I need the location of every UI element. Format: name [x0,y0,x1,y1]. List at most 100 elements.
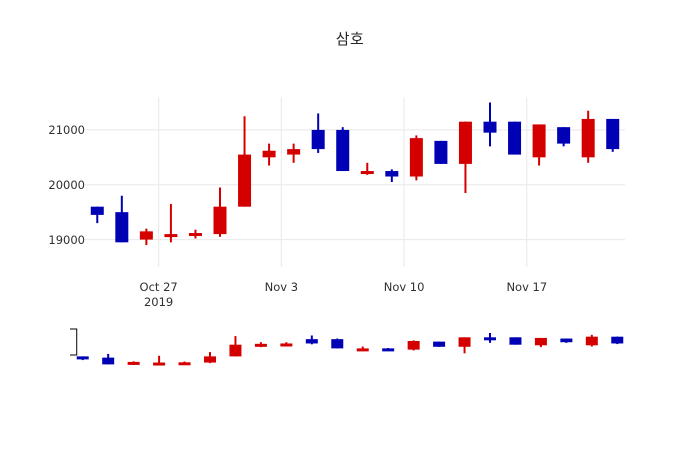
mini-candlestick [153,355,166,366]
candle-body [139,231,153,240]
y-axis-tick-label: 19000 [48,232,85,247]
mini-candle-body [178,362,191,366]
mini-candle-body [534,337,547,346]
candle-body [90,206,104,215]
candle-body [164,234,178,238]
mini-candlestick [407,340,420,351]
main-plot-svg [85,97,625,267]
candlestick[interactable] [115,195,129,243]
mini-candlestick [433,341,446,347]
mini-candlestick [127,361,140,365]
candlestick[interactable] [385,169,399,182]
mini-candlestick [229,336,242,357]
mini-candlestick [76,356,89,361]
mini-candle-body [305,339,318,344]
candlestick[interactable] [90,206,104,224]
candlestick[interactable] [287,143,301,163]
x-axis-tick-label: Nov 10 [384,280,425,295]
candle-body [262,150,276,158]
mini-candle-body [229,344,242,357]
mini-candlestick [534,337,547,348]
candle-body [238,154,252,207]
mini-candle-body [458,337,471,347]
mini-candle-body [153,362,166,366]
mini-candlestick [560,338,573,343]
x-axis-tick-line: Oct 27 [139,280,178,294]
mini-candle-body [484,337,496,341]
candlestick[interactable] [336,127,350,172]
candlestick[interactable] [311,113,325,153]
candle-body [311,129,325,150]
candlestick[interactable] [508,121,522,155]
candlestick[interactable] [483,102,497,147]
x-axis-tick-line: Nov 17 [506,280,548,294]
candlestick[interactable] [213,187,227,237]
mini-candle-body [331,339,344,349]
mini-candle-body [585,336,598,346]
mini-candlestick [280,342,293,347]
candlestick[interactable] [409,135,423,181]
y-axis-tick-labels: 19000 20000 21000 [10,0,85,450]
candle-body [409,138,423,177]
mini-candle-body [509,337,522,345]
candlestick[interactable] [458,121,472,193]
candle-body [508,121,522,155]
mini-candlestick [254,342,267,348]
candle-body [188,233,202,236]
mini-candle-body [76,356,89,360]
x-axis-tick-line: Nov 3 [264,280,299,294]
mini-candle-body [254,343,267,347]
mini-candlestick [585,334,598,347]
mini-candlestick [102,353,115,365]
x-axis-tick-line: 2019 [143,295,174,309]
candle-body [434,140,448,164]
x-axis-tick-label: Nov 3 [265,280,298,295]
candlestick[interactable] [581,110,595,163]
y-axis-tick-label: 21000 [48,122,85,137]
mini-candle-body [407,341,420,350]
candle-body [287,149,301,155]
candlestick[interactable] [238,116,252,207]
mini-candlestick [382,348,395,352]
candle-body [115,212,129,243]
candlestick[interactable] [557,127,571,147]
mini-candle-body [127,361,140,365]
mini-candle-body [204,356,216,363]
candle-body [336,129,350,172]
range-handle-left[interactable] [70,328,78,356]
mini-candle-body [611,336,624,344]
mini-candlestick [305,335,318,345]
mini-candlestick [331,338,344,349]
candlestick[interactable] [606,118,620,152]
mini-candlestick [484,333,496,343]
x-axis-tick-label: Oct 27 2019 [140,280,178,310]
candle-body [458,121,472,164]
mini-candle-body [433,341,446,347]
candlestick[interactable] [532,124,546,166]
candlestick[interactable] [188,229,202,239]
mini-candle-body [280,343,293,347]
candlestick[interactable] [262,143,276,166]
candle-body [483,121,497,133]
mini-candle-body [356,348,369,352]
mini-candle-body [560,338,573,343]
mini-candle-body [102,357,115,365]
candlestick[interactable] [360,162,374,175]
candlestick[interactable] [139,228,153,246]
mini-candle-body [382,348,395,352]
candlestick[interactable] [434,140,448,164]
candle-body [581,118,595,158]
mini-plot-svg [70,328,624,366]
candle-body [213,206,227,235]
y-axis-tick-label: 20000 [48,177,85,192]
mini-candlestick [611,336,624,345]
range-selector-mini-plot[interactable] [70,325,630,373]
mini-candlestick [204,352,216,364]
candle-body [606,118,620,150]
candlestick[interactable] [164,203,178,243]
mini-candlestick [509,337,522,345]
main-candlestick-plot[interactable] [85,97,625,267]
mini-candlestick [178,361,191,366]
